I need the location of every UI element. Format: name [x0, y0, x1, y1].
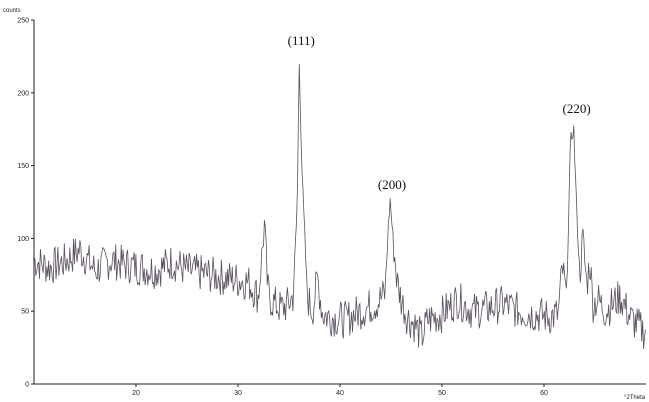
y-tick-label: 200 [17, 90, 29, 97]
x-ticks: 20 30 40 50 60 [132, 384, 548, 397]
y-tick-label: 150 [17, 163, 29, 170]
y-tick-label: 100 [17, 236, 29, 243]
x-tick-label: 20 [132, 390, 140, 397]
y-tick-label: 250 [17, 18, 29, 25]
peak-label: (220) [563, 101, 591, 116]
peak-label: (111) [288, 33, 315, 48]
x-tick-label: 30 [234, 390, 242, 397]
y-tick-label: 0 [25, 382, 29, 389]
y-tick-label: 50 [21, 309, 29, 316]
x-tick-label: 50 [438, 390, 446, 397]
peak-annotations: (111) (200) (220) [288, 33, 591, 192]
y-axis-label: counts [3, 8, 21, 14]
x-tick-label: 40 [336, 390, 344, 397]
diffraction-trace [33, 63, 646, 349]
peak-label: (200) [378, 177, 406, 192]
x-tick-label: 60 [540, 390, 548, 397]
y-ticks: 0 50 100 150 200 250 [17, 18, 34, 389]
x-axis-label: °2Theta [624, 395, 646, 401]
